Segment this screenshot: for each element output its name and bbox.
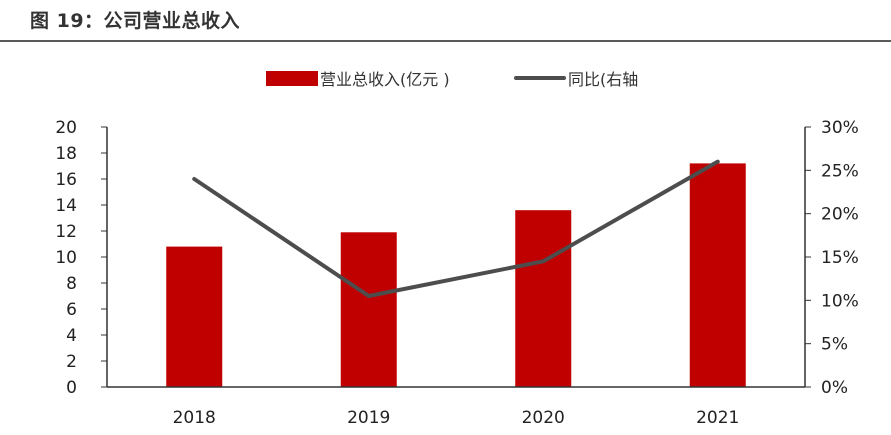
title-divider [0, 40, 891, 42]
y-left-tick-label-6: 6 [66, 300, 77, 320]
legend-swatch-line [514, 76, 566, 80]
y-right-tick-label-30pct: 30% [821, 118, 859, 138]
y-left-tick-label-8: 8 [66, 274, 77, 294]
legend-item-revenue: 营业总收入(亿元 ) [266, 66, 450, 90]
y-left-tick-label-16: 16 [55, 170, 77, 190]
y-right-tick-label-25pct: 25% [821, 161, 859, 181]
y-right-tick-label-15pct: 15% [821, 248, 859, 268]
yoy-point-2021 [716, 160, 720, 164]
y-left-tick-label-0: 0 [66, 378, 77, 398]
bar-2021 [689, 163, 746, 387]
legend-label-yoy: 同比(右轴 [568, 70, 639, 89]
x-tick-label-2018: 2018 [173, 408, 216, 428]
y-right-tick-label-20pct: 20% [821, 205, 859, 225]
x-tick-label-2020: 2020 [522, 408, 565, 428]
y-right-tick-label-5pct: 5% [821, 335, 848, 355]
yoy-point-2020 [541, 259, 545, 263]
y-left-tick-label-18: 18 [55, 144, 77, 164]
legend-label-revenue: 营业总收入(亿元 ) [320, 70, 450, 89]
y-right-tick-label-10pct: 10% [821, 291, 859, 311]
y-left-tick-label-14: 14 [55, 196, 77, 216]
x-tick-label-2021: 2021 [696, 408, 739, 428]
y-left-tick-label-20: 20 [55, 118, 77, 138]
x-tick-label-2019: 2019 [347, 408, 390, 428]
y-left-tick-label-2: 2 [66, 352, 77, 372]
yoy-point-2019 [367, 294, 371, 298]
bar-2019 [340, 232, 397, 387]
bar-2020 [515, 210, 572, 387]
chart-legend: 营业总收入(亿元 ) 同比(右轴 [0, 66, 891, 90]
legend-swatch-bar [266, 70, 318, 86]
y-left-tick-label-10: 10 [55, 248, 77, 268]
y-left-tick-label-4: 4 [66, 326, 77, 346]
y-left-tick-label-12: 12 [55, 222, 77, 242]
legend-item-yoy: 同比(右轴 [514, 66, 638, 90]
y-right-tick-label-0pct: 0% [821, 378, 848, 398]
yoy-line [192, 159, 720, 298]
figure-title: 图 19：公司营业总收入 [30, 10, 241, 32]
yoy-point-2018 [192, 177, 196, 181]
bar-2018 [166, 246, 223, 387]
